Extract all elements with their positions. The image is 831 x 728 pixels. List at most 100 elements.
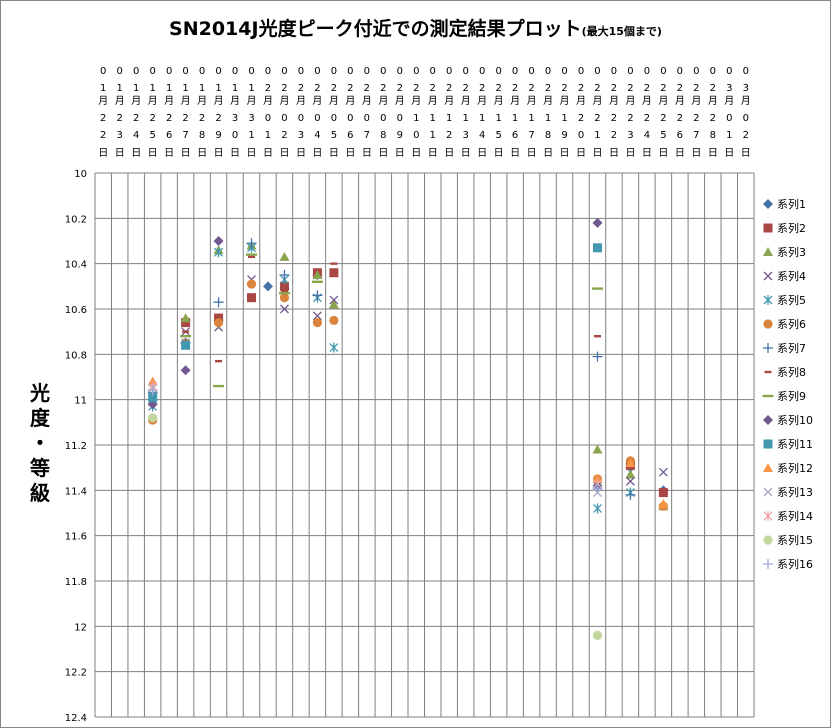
- x-tick-char: 2: [644, 113, 650, 124]
- data-point: [213, 297, 224, 308]
- x-tick-char: 2: [100, 113, 106, 124]
- y-tick-label: 12: [74, 622, 87, 633]
- x-tick-char: 0: [117, 66, 123, 77]
- x-tick-char: 0: [726, 66, 732, 77]
- x-tick-char: 3: [726, 83, 732, 94]
- y-tick-label: 10.4: [65, 260, 87, 271]
- chart-title-main: SN2014J光度ピーク付近での測定結果プロット: [169, 18, 582, 40]
- x-tick-char: 日: [131, 148, 141, 159]
- x-tick-char: 0: [677, 66, 683, 77]
- x-tick-char: 2: [693, 113, 699, 124]
- x-tick-char: 0: [232, 130, 238, 141]
- data-point: [658, 488, 668, 498]
- y-tick-label: 11: [74, 396, 87, 407]
- legend-marker: [763, 199, 773, 209]
- chart-title-note: (最大15個まで): [581, 25, 662, 38]
- legend-marker: [763, 271, 773, 281]
- data-point: [592, 444, 603, 454]
- x-tick-char: 2: [710, 83, 716, 94]
- x-tick-char: 0: [743, 113, 749, 124]
- y-axis-label-char: 等: [30, 456, 50, 480]
- data-point: [311, 280, 323, 283]
- x-tick-char: 0: [380, 113, 386, 124]
- x-tick-char: 月: [444, 95, 454, 107]
- x-tick-char: 月: [494, 95, 504, 107]
- data-point: [312, 311, 322, 321]
- y-axis-label-char: 光: [29, 381, 50, 405]
- legend-marker: [763, 343, 773, 353]
- x-tick-char: 2: [364, 83, 370, 94]
- x-tick-char: 2: [166, 113, 172, 124]
- x-tick-label: 0 2月 0 3 日: [296, 66, 306, 159]
- x-tick-char: 2: [495, 83, 501, 94]
- x-tick-label: 0 2月 1 7 日: [527, 66, 537, 159]
- x-tick-label: 0 2月 1 0 日: [411, 66, 421, 159]
- data-point: [592, 351, 603, 362]
- data-point: [181, 340, 191, 350]
- x-tick-char: 7: [528, 130, 534, 141]
- x-tick-char: 0: [578, 66, 584, 77]
- data-point: [593, 503, 602, 514]
- legend-item: 系列5: [763, 293, 806, 307]
- grid-lines: [94, 172, 755, 718]
- x-tick-char: 日: [247, 148, 257, 159]
- y-tick-label: 12.4: [65, 713, 87, 724]
- x-tick-char: 月: [378, 95, 388, 107]
- x-tick-char: 0: [331, 113, 337, 124]
- legend-label: 系列14: [777, 509, 813, 523]
- data-point: [625, 476, 635, 486]
- x-tick-char: 1: [446, 113, 452, 124]
- legend-marker: [763, 223, 773, 233]
- x-tick-char: 日: [724, 148, 734, 159]
- x-tick-char: 0: [314, 113, 320, 124]
- x-tick-char: 日: [312, 148, 322, 159]
- data-points: [147, 217, 669, 641]
- x-tick-char: 2: [100, 130, 106, 141]
- data-point: [215, 359, 223, 363]
- x-tick-char: 日: [609, 148, 619, 159]
- x-tick-char: 1: [215, 83, 221, 94]
- x-tick-char: 0: [413, 130, 419, 141]
- legend-item: 系列4: [763, 269, 806, 283]
- x-tick-char: 0: [281, 66, 287, 77]
- x-tick-char: 月: [625, 95, 635, 107]
- x-tick-char: 日: [625, 148, 635, 159]
- x-tick-char: 8: [380, 130, 386, 141]
- legend-item: 系列9: [762, 389, 806, 403]
- legend-label: 系列9: [777, 389, 806, 403]
- x-tick-label: 0 1月 2 7 日: [181, 66, 191, 159]
- data-point: [247, 293, 257, 303]
- x-tick-char: 月: [395, 95, 405, 107]
- data-point: [246, 279, 257, 289]
- x-tick-char: 2: [380, 83, 386, 94]
- x-tick-char: 5: [495, 130, 501, 141]
- x-tick-label: 0 2月 1 8 日: [543, 66, 553, 159]
- legend-item: 系列12: [763, 461, 813, 475]
- x-tick-char: 0: [710, 66, 716, 77]
- x-tick-char: 0: [364, 113, 370, 124]
- x-tick-char: 0: [248, 66, 254, 77]
- legend-label: 系列3: [777, 245, 806, 259]
- data-point: [328, 299, 339, 309]
- legend-item: 系列16: [763, 557, 813, 571]
- x-tick-label: 0 2月 1 6 日: [510, 66, 520, 159]
- x-tick-char: 日: [560, 148, 570, 159]
- x-tick-char: 0: [528, 66, 534, 77]
- legend-label: 系列7: [777, 341, 806, 355]
- x-tick-char: 5: [149, 130, 155, 141]
- data-point: [625, 489, 636, 500]
- x-tick-char: 1: [545, 113, 551, 124]
- x-tick-char: 1: [117, 83, 123, 94]
- data-point: [246, 238, 257, 249]
- data-point: [262, 281, 273, 292]
- x-tick-char: 1: [199, 83, 205, 94]
- x-tick-char: 2: [430, 83, 436, 94]
- x-tick-char: 2: [512, 83, 518, 94]
- x-tick-char: 日: [345, 148, 355, 159]
- x-tick-char: 2: [660, 113, 666, 124]
- x-tick-char: 2: [677, 113, 683, 124]
- x-tick-char: 4: [314, 130, 320, 141]
- data-point: [592, 483, 603, 494]
- x-tick-char: 0: [265, 66, 271, 77]
- x-tick-char: 日: [691, 148, 701, 159]
